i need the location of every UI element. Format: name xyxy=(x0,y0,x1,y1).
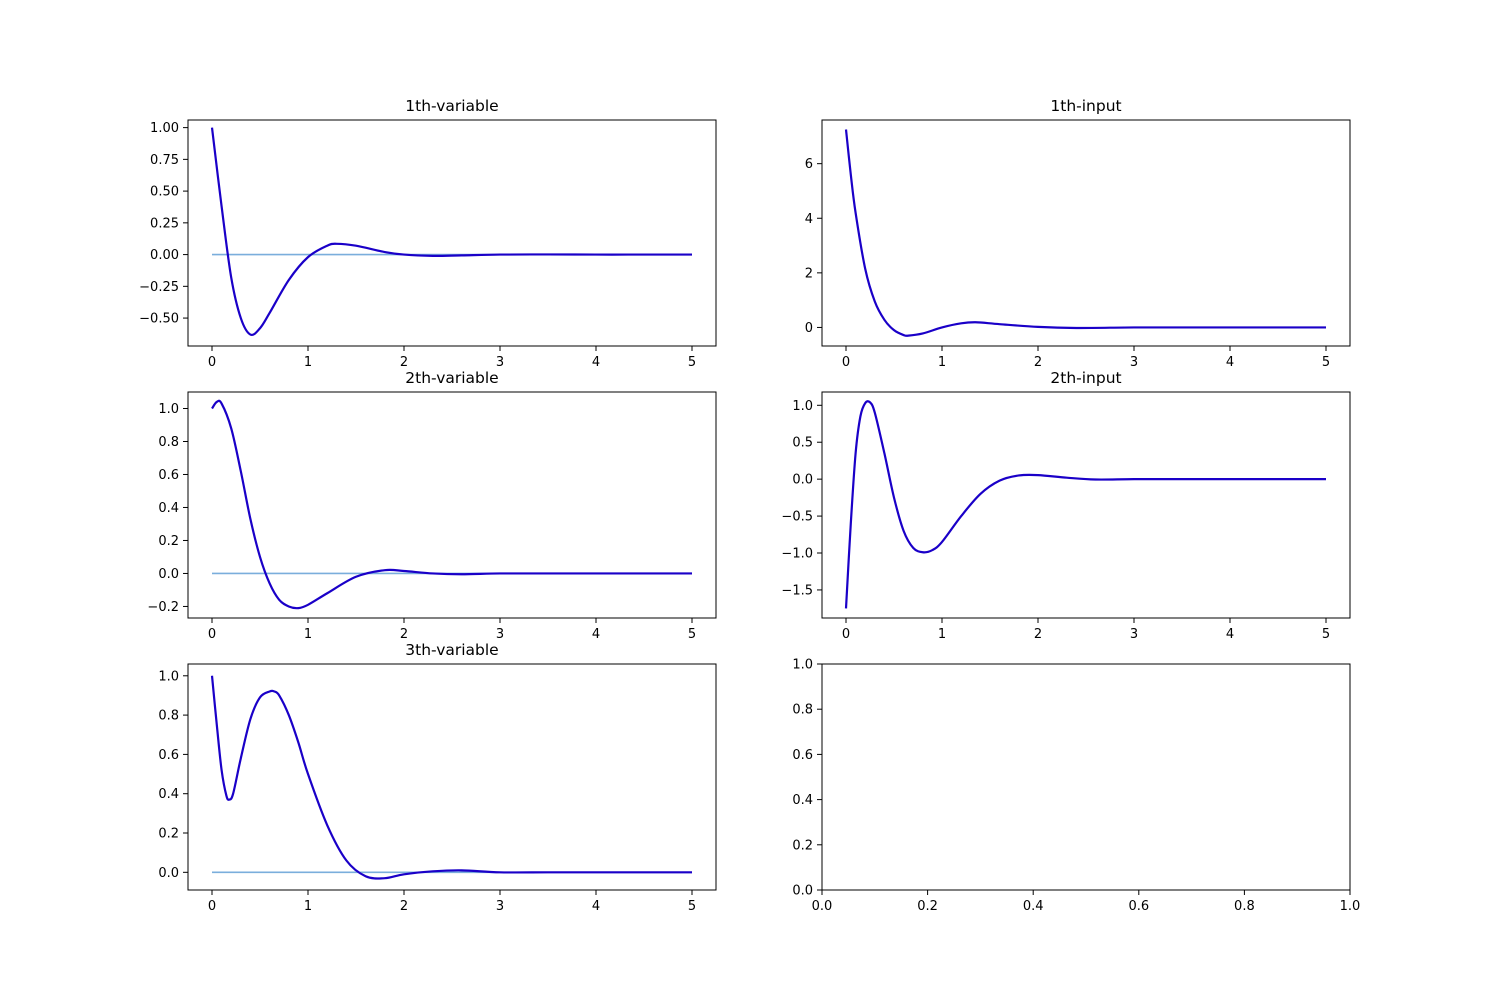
x-tick-label: 5 xyxy=(1322,627,1330,642)
y-tick-label: −0.5 xyxy=(781,510,813,525)
x-tick-label: 0.2 xyxy=(917,899,938,914)
y-tick-label: 0.5 xyxy=(792,436,813,451)
y-tick-label: −0.50 xyxy=(139,312,179,327)
axes-frame xyxy=(187,391,717,619)
x-tick-label: 0 xyxy=(208,899,216,914)
x-tick-label: 3 xyxy=(1130,627,1138,642)
subplot-title: 1th-variable xyxy=(405,97,498,115)
x-tick-label: 5 xyxy=(688,355,696,370)
x-tick-label: 5 xyxy=(688,899,696,914)
x-tick-label: 2 xyxy=(400,627,408,642)
y-tick-label: 0 xyxy=(805,321,813,336)
y-tick-label: 0.2 xyxy=(158,827,179,842)
y-tick-label: 0.4 xyxy=(792,793,813,808)
y-tick-label: 1.0 xyxy=(158,402,179,417)
x-tick-label: 4 xyxy=(1226,627,1234,642)
y-tick-label: −1.5 xyxy=(781,583,813,598)
y-tick-label: 0.8 xyxy=(158,709,179,724)
series-line xyxy=(844,129,1326,337)
x-tick-label: 0 xyxy=(842,355,850,370)
y-tick-label: 0.8 xyxy=(792,703,813,718)
y-tick-label: 0.6 xyxy=(792,748,813,763)
axes-frame xyxy=(187,663,717,891)
subplot-title: 1th-input xyxy=(1050,97,1121,115)
y-tick-label: 0.75 xyxy=(150,153,179,168)
subplot-2: 1th-input 0 1 2 3 4 5 6 4 2 0 xyxy=(805,97,1351,370)
subplot-4: 2th-input 0 1 2 3 4 5 1.0 0.5 0.0 −0.5 −1.0 −1.5 xyxy=(781,369,1351,642)
y-tick-label: 0.8 xyxy=(158,435,179,450)
y-tick-label: 0.6 xyxy=(158,748,179,763)
x-tick-label: 5 xyxy=(688,627,696,642)
x-tick-label: 0 xyxy=(208,355,216,370)
x-tick-label: 1 xyxy=(304,627,312,642)
x-tick-label: 1 xyxy=(938,627,946,642)
series-line xyxy=(211,399,692,610)
x-tick-label: 5 xyxy=(1322,355,1330,370)
x-tick-label: 2 xyxy=(1034,627,1042,642)
x-tick-label: 4 xyxy=(592,355,600,370)
y-tick-label: 1.0 xyxy=(158,669,179,684)
y-tick-label: −0.25 xyxy=(139,280,179,295)
axes-frame xyxy=(821,663,1351,891)
series-line xyxy=(844,400,1326,609)
y-tick-label: 0.2 xyxy=(792,838,813,853)
x-tick-label: 0.8 xyxy=(1234,899,1255,914)
y-tick-label: 0.0 xyxy=(792,473,813,488)
subplot-title: 2th-variable xyxy=(405,369,498,387)
y-tick-label: 0.4 xyxy=(158,787,179,802)
subplot-title: 2th-input xyxy=(1050,369,1121,387)
x-tick-label: 2 xyxy=(400,899,408,914)
x-tick-label: 0.4 xyxy=(1023,899,1044,914)
y-tick-label: 0.0 xyxy=(158,866,179,881)
y-tick-label: 2 xyxy=(805,266,813,281)
x-tick-label: 3 xyxy=(496,627,504,642)
y-tick-label: 0.4 xyxy=(158,501,179,516)
x-tick-label: 4 xyxy=(592,899,600,914)
y-tick-label: 1.00 xyxy=(150,121,179,136)
y-tick-label: −0.2 xyxy=(147,600,179,615)
y-tick-label: 0.2 xyxy=(158,534,179,549)
axes-frame xyxy=(821,391,1351,619)
y-tick-label: −1.0 xyxy=(781,547,813,562)
y-tick-label: 0.50 xyxy=(150,185,179,200)
x-tick-label: 1 xyxy=(938,355,946,370)
y-tick-label: 4 xyxy=(805,212,813,227)
subplot-6: 0.0 0.2 0.4 0.6 0.8 1.0 1.0 0.8 0.6 0.4 0.2 0.0 xyxy=(792,658,1360,915)
x-tick-label: 1.0 xyxy=(1340,899,1361,914)
y-tick-label: 1.0 xyxy=(792,658,813,673)
y-tick-label: 0.0 xyxy=(158,567,179,582)
subplot-1: 1th-variable 0 1 2 3 4 5 1.00 0.75 0.50 0.25 0.00 −0… xyxy=(139,97,717,370)
axes-frame xyxy=(187,119,717,347)
x-tick-label: 3 xyxy=(496,355,504,370)
y-tick-label: 6 xyxy=(805,157,813,172)
x-tick-label: 0.6 xyxy=(1128,899,1149,914)
y-tick-label: 0.6 xyxy=(158,468,179,483)
x-tick-label: 4 xyxy=(592,627,600,642)
y-tick-label: 1.0 xyxy=(792,399,813,414)
x-tick-label: 0 xyxy=(208,627,216,642)
subplot-title: 3th-variable xyxy=(405,641,498,659)
y-tick-label: 0.00 xyxy=(150,248,179,263)
x-tick-label: 1 xyxy=(304,355,312,370)
x-tick-label: 3 xyxy=(1130,355,1138,370)
subplot-3: 2th-variable 0 1 2 3 4 5 1.0 0.8 0.6 0.4 0.2 0.0 −0.2 xyxy=(147,369,717,642)
y-tick-label: 0.0 xyxy=(792,884,813,899)
y-tick-label: 0.25 xyxy=(150,216,179,231)
x-tick-label: 0 xyxy=(842,627,850,642)
x-tick-label: 2 xyxy=(1034,355,1042,370)
x-tick-label: 1 xyxy=(304,899,312,914)
x-tick-label: 3 xyxy=(496,899,504,914)
series-line xyxy=(210,127,692,337)
x-tick-label: 4 xyxy=(1226,355,1234,370)
x-tick-label: 0.0 xyxy=(812,899,833,914)
x-tick-label: 2 xyxy=(400,355,408,370)
series-line xyxy=(210,675,692,880)
axes-frame xyxy=(821,119,1351,347)
subplot-5: 3th-variable 0 1 2 3 4 5 1.0 0.8 0.6 0.4 0.2 0.0 xyxy=(158,641,717,914)
